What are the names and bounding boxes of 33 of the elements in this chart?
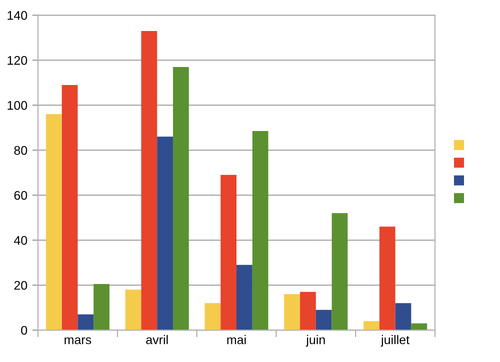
x-tick-label: juillet bbox=[380, 335, 410, 347]
bar bbox=[78, 314, 94, 330]
y-tick-label: 0 bbox=[21, 326, 28, 335]
bar bbox=[316, 310, 332, 330]
y-tick-label: 60 bbox=[14, 190, 28, 200]
bar bbox=[94, 284, 110, 330]
bar bbox=[300, 292, 316, 330]
bar bbox=[220, 174, 236, 330]
bar bbox=[157, 136, 173, 330]
x-tick-label: mars bbox=[64, 337, 92, 344]
bar bbox=[284, 294, 300, 330]
y-tick-label: 40 bbox=[14, 236, 28, 245]
bar bbox=[411, 323, 428, 330]
bar bbox=[125, 290, 142, 330]
bar bbox=[364, 321, 380, 330]
y-tick-label: 120 bbox=[8, 56, 28, 65]
bar bbox=[46, 114, 62, 330]
x-tick-label: juin bbox=[306, 335, 325, 347]
bar bbox=[172, 66, 189, 330]
x-tick-label: avril bbox=[146, 335, 168, 344]
bar bbox=[395, 303, 412, 330]
bar bbox=[141, 30, 158, 330]
y-tick-label: 140 bbox=[8, 11, 28, 20]
bar bbox=[252, 131, 268, 330]
bar bbox=[332, 213, 348, 330]
bar bbox=[62, 84, 78, 330]
bar bbox=[204, 303, 221, 330]
bar bbox=[236, 264, 252, 330]
y-tick-label: 20 bbox=[14, 280, 28, 290]
y-tick-label: 80 bbox=[14, 146, 28, 155]
y-tick-label: 100 bbox=[8, 100, 28, 110]
x-tick-label: mai bbox=[227, 335, 246, 344]
bar bbox=[379, 226, 396, 330]
